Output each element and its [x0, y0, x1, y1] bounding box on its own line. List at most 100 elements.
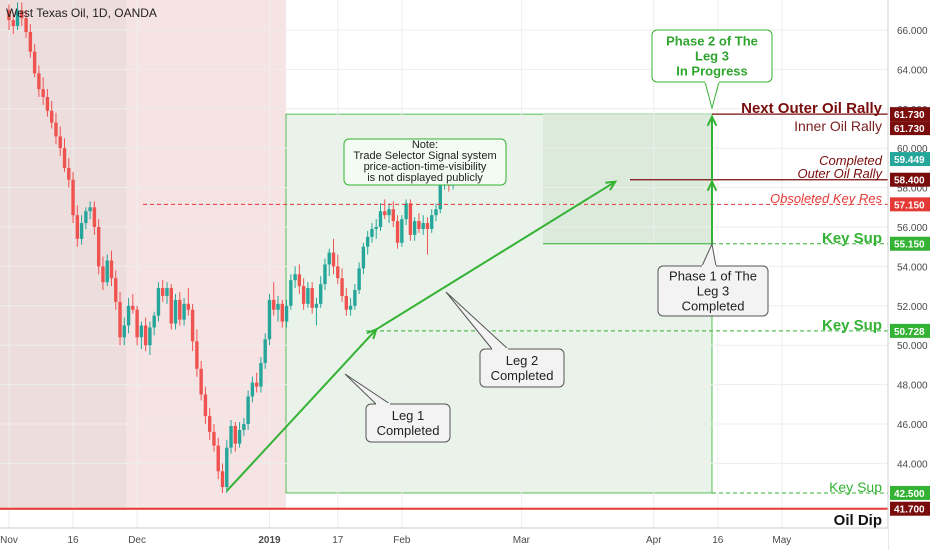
candle-body: [383, 211, 387, 216]
callout-box: [479, 348, 565, 388]
candle: [378, 203, 383, 231]
level-label: Inner Oil Rally: [794, 118, 882, 134]
callout-text: Completed: [377, 423, 440, 438]
candle: [383, 199, 387, 220]
candle: [323, 258, 327, 291]
candle-body: [216, 445, 220, 472]
candle-body: [336, 266, 340, 279]
price-badge-bg: [890, 236, 930, 251]
price-badge-text: 57.150: [894, 200, 925, 211]
x-tick-label: Apr: [646, 535, 662, 546]
candle: [412, 217, 417, 241]
candle-body: [250, 382, 255, 397]
candle: [391, 201, 395, 227]
candle-body: [122, 325, 126, 338]
candle: [237, 422, 242, 448]
candle-body: [182, 303, 186, 320]
candle-body: [314, 303, 319, 308]
candle-body: [114, 278, 118, 302]
candle-body: [178, 299, 182, 320]
candle: [263, 333, 267, 369]
price-badge-text: 55.150: [894, 240, 925, 251]
candle-body: [374, 227, 378, 229]
note-callout: Note:Trade Selector Signal systemprice-a…: [343, 138, 507, 186]
price-badge-text: 42.500: [894, 489, 925, 500]
candle: [242, 418, 246, 436]
candle: [357, 262, 361, 294]
candle-body: [156, 288, 161, 316]
price-badge: 42.500: [890, 485, 930, 500]
level-label-completed-outer: Outer Oil Rally: [797, 166, 883, 181]
candle-body: [152, 315, 156, 328]
candle: [212, 424, 216, 452]
candle-body: [378, 211, 383, 227]
candle: [173, 293, 178, 330]
price-badge: 50.728: [890, 323, 930, 338]
y-tick-label: 58.000: [897, 184, 928, 195]
candle: [156, 282, 161, 322]
candle: [361, 242, 366, 275]
candle: [143, 317, 148, 352]
candle-body: [92, 207, 97, 227]
candle: [186, 288, 191, 316]
level-label: Next Outer Oil Rally: [741, 100, 883, 117]
price-badge-bg: [890, 121, 930, 136]
candle: [71, 171, 75, 224]
y-tick-label: 50.000: [897, 341, 928, 352]
candle: [254, 372, 259, 393]
candle: [250, 376, 255, 403]
candle: [169, 284, 173, 330]
level-label: Key Sup: [822, 317, 882, 334]
x-axis: Nov 16 Dec 2019 17 Feb Mar Apr 16 May: [0, 527, 888, 550]
candle-body: [404, 203, 408, 220]
candle-body: [50, 110, 54, 123]
candle: [20, 2, 24, 27]
price-badge-text: 41.700: [894, 505, 925, 516]
y-tick-label: 52.000: [897, 302, 928, 313]
candle-body: [37, 73, 41, 90]
candle: [374, 219, 378, 239]
candle: [404, 199, 408, 226]
candle-body: [199, 368, 203, 395]
candle: [267, 293, 272, 346]
candle: [32, 43, 37, 78]
candle-body: [370, 228, 374, 237]
candle: [41, 77, 45, 105]
candle: [45, 89, 50, 117]
candle: [126, 297, 131, 334]
candle: [225, 439, 229, 493]
candle: [293, 266, 297, 289]
candle-body: [203, 394, 208, 417]
x-tick-label: 16: [67, 535, 79, 546]
candle-body: [246, 396, 250, 424]
candle: [246, 390, 250, 430]
candle-body: [289, 280, 293, 306]
candle: [135, 305, 139, 346]
candle: [319, 276, 323, 308]
candle-body: [28, 31, 33, 52]
candle-body: [408, 203, 413, 235]
price-badge-bg: [890, 485, 930, 500]
candle-body: [306, 288, 310, 304]
x-tick-label: 17: [332, 535, 344, 546]
candle-body: [263, 339, 267, 363]
price-badge: 61.730: [890, 121, 930, 136]
price-badge-text: 50.728: [894, 327, 925, 338]
candle: [207, 408, 212, 440]
level-label: Key Sup: [822, 230, 882, 247]
candle: [340, 268, 344, 302]
candle-body: [79, 223, 84, 239]
candle-body: [139, 325, 144, 338]
candle-body: [280, 303, 284, 322]
y-tick-label: 44.000: [897, 459, 928, 470]
candle-body: [88, 207, 92, 212]
candle-body: [148, 327, 152, 346]
candle-body: [109, 260, 114, 279]
candle-body: [118, 301, 122, 338]
callout-box: [365, 403, 451, 443]
trend-arrows: [226, 114, 718, 492]
